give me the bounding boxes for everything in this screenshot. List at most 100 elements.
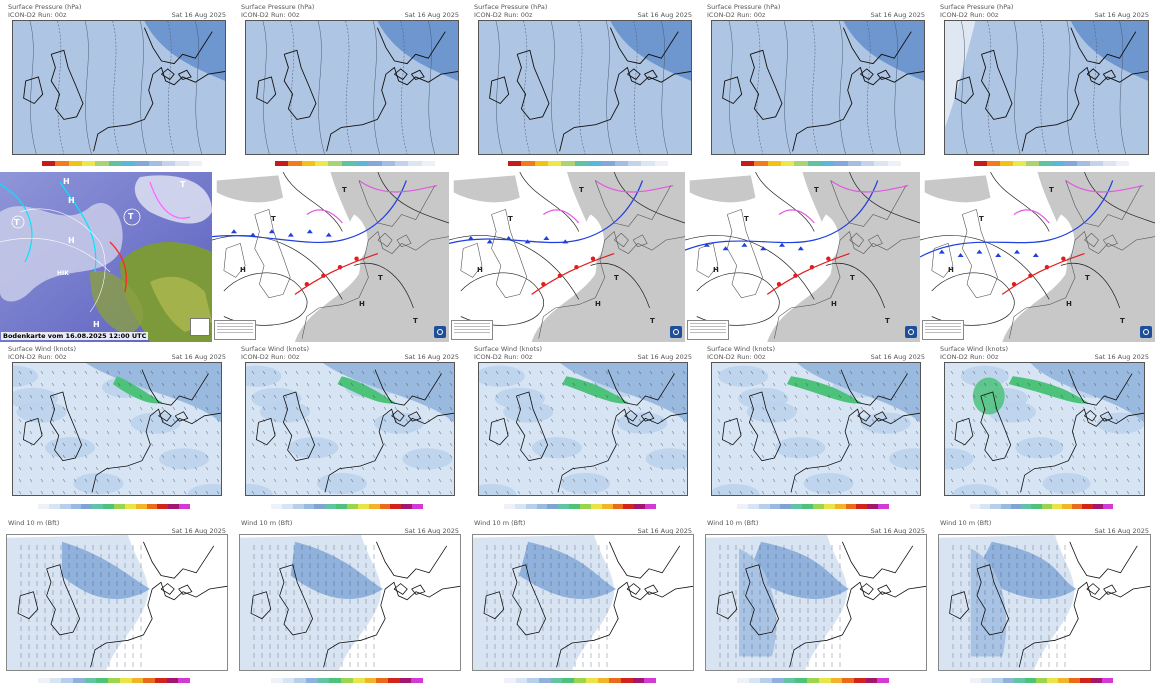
- pressure-label-hik: HIK: [57, 270, 69, 277]
- panel-title: Surface Wind (knots): [707, 345, 776, 353]
- bft-legend: [38, 678, 190, 683]
- pressure-label-t: T: [14, 218, 20, 227]
- wind-legend: [504, 504, 657, 509]
- bft-panel-4[interactable]: Wind 10 m (Bft) Sat 16 Aug 2025: [699, 514, 931, 688]
- bft-panel-5[interactable]: Wind 10 m (Bft) Sat 16 Aug 2025: [932, 514, 1155, 688]
- legend-info-box: [922, 320, 964, 340]
- dwd-logo-icon: [1140, 326, 1152, 338]
- wind-panel-4[interactable]: Surface Wind (knots) ICON-D2 Run: 00z Sa…: [699, 342, 931, 514]
- wind-panel-2[interactable]: Surface Wind (knots) ICON-D2 Run: 00z Sa…: [233, 342, 465, 514]
- pressure-panel-4[interactable]: Surface Pressure (hPa) ICON-D2 Run: 00z …: [699, 0, 931, 172]
- bft-panel-1[interactable]: Wind 10 m (Bft) Sat 16 Aug 2025: [0, 514, 232, 688]
- panel-run: ICON-D2 Run: 00z: [940, 11, 999, 19]
- pressure-panel-5[interactable]: Surface Pressure (hPa) ICON-D2 Run: 00z …: [932, 0, 1155, 172]
- bft-map: [6, 534, 228, 671]
- pressure-label-t: T: [271, 215, 276, 223]
- pressure-legend: [508, 161, 668, 166]
- synoptic-map: [920, 172, 1155, 342]
- panel-title: Wind 10 m (Bft): [241, 519, 293, 527]
- bft-legend: [504, 678, 656, 683]
- wind-map: [12, 362, 222, 496]
- panel-title: Surface Wind (knots): [8, 345, 77, 353]
- pressure-legend: [741, 161, 901, 166]
- pressure-panel-1[interactable]: Surface Pressure (hPa) ICON-D2 Run: 00z …: [0, 0, 232, 172]
- pressure-label-h: H: [240, 266, 246, 274]
- pressure-label-t: T: [128, 212, 134, 221]
- panel-title: Surface Pressure (hPa): [474, 3, 548, 11]
- synoptic-map: [449, 172, 685, 342]
- panel-run: ICON-D2 Run: 00z: [474, 11, 533, 19]
- bft-legend: [271, 678, 423, 683]
- bft-map: [938, 534, 1151, 671]
- panel-valid: Sat 16 Aug 2025: [1094, 11, 1149, 19]
- panel-title: Surface Wind (knots): [940, 345, 1009, 353]
- pressure-label-t: T: [180, 180, 186, 189]
- panel-run: ICON-D2 Run: 00z: [241, 353, 300, 361]
- pressure-label-t: T: [744, 215, 749, 223]
- wind-map: [478, 362, 688, 496]
- panel-run: ICON-D2 Run: 00z: [8, 11, 67, 19]
- pressure-map: [478, 20, 692, 155]
- pressure-label-h: H: [948, 266, 954, 274]
- pressure-panel-2[interactable]: Surface Pressure (hPa) ICON-D2 Run: 00z …: [233, 0, 465, 172]
- wind-panel-5[interactable]: Surface Wind (knots) ICON-D2 Run: 00z Sa…: [932, 342, 1155, 514]
- panel-valid: Sat 16 Aug 2025: [1094, 353, 1149, 361]
- bft-panel-3[interactable]: Wind 10 m (Bft) Sat 16 Aug 2025: [466, 514, 698, 688]
- row-synoptic-charts: H T H T H HIK T H Bodenkarte vom 16.08.2…: [0, 172, 1155, 342]
- bft-panel-2[interactable]: Wind 10 m (Bft) Sat 16 Aug 2025: [233, 514, 465, 688]
- pressure-label-t: T: [508, 215, 513, 223]
- pressure-label-h: H: [595, 300, 601, 308]
- pressure-label-h: H: [63, 177, 70, 186]
- satellite-analysis-panel[interactable]: H T H T H HIK T H Bodenkarte vom 16.08.2…: [0, 172, 212, 342]
- synoptic-panel-4[interactable]: H T T H T T: [920, 172, 1155, 342]
- wind-legend: [737, 504, 890, 509]
- synoptic-panel-2[interactable]: H T T H T T: [449, 172, 685, 342]
- panel-run: ICON-D2 Run: 00z: [241, 11, 300, 19]
- pressure-label-h: H: [713, 266, 719, 274]
- pressure-label-h: H: [68, 196, 75, 205]
- panel-valid: Sat 16 Aug 2025: [171, 353, 226, 361]
- panel-valid: Sat 16 Aug 2025: [1094, 527, 1149, 535]
- row-surface-pressure: Surface Pressure (hPa) ICON-D2 Run: 00z …: [0, 0, 1155, 172]
- wind-panel-3[interactable]: Surface Wind (knots) ICON-D2 Run: 00z Sa…: [466, 342, 698, 514]
- panel-run: ICON-D2 Run: 00z: [940, 353, 999, 361]
- pressure-legend: [974, 161, 1130, 166]
- wind-map: [944, 362, 1145, 496]
- pressure-label-t: T: [850, 274, 855, 282]
- synoptic-map: [685, 172, 920, 342]
- panel-title: Surface Pressure (hPa): [8, 3, 82, 11]
- wind-panel-1[interactable]: Surface Wind (knots) ICON-D2 Run: 00z Sa…: [0, 342, 232, 514]
- pressure-label-t: T: [378, 274, 383, 282]
- bft-legend: [737, 678, 889, 683]
- pressure-legend: [42, 161, 202, 166]
- pressure-label-h: H: [477, 266, 483, 274]
- pressure-label-h: H: [831, 300, 837, 308]
- panel-valid: Sat 16 Aug 2025: [637, 353, 692, 361]
- panel-run: ICON-D2 Run: 00z: [474, 353, 533, 361]
- dwd-logo-icon: [434, 326, 446, 338]
- panel-title: Surface Wind (knots): [241, 345, 310, 353]
- panel-valid: Sat 16 Aug 2025: [637, 11, 692, 19]
- pressure-label-h: H: [93, 320, 100, 329]
- panel-run: ICON-D2 Run: 00z: [707, 353, 766, 361]
- legend-info-box: [214, 320, 256, 340]
- pressure-label-h: H: [1066, 300, 1072, 308]
- bft-map: [472, 534, 694, 671]
- wind-legend: [38, 504, 191, 509]
- legend-info-box: [687, 320, 729, 340]
- wind-map: [245, 362, 455, 496]
- wind-legend: [970, 504, 1114, 509]
- panel-valid: Sat 16 Aug 2025: [870, 353, 925, 361]
- pressure-label-t: T: [614, 274, 619, 282]
- pressure-legend: [275, 161, 435, 166]
- panel-title: Surface Pressure (hPa): [707, 3, 781, 11]
- synoptic-panel-3[interactable]: H T T H T T: [685, 172, 920, 342]
- pressure-map: [245, 20, 459, 155]
- synoptic-map: [212, 172, 449, 342]
- info-box: [190, 318, 210, 336]
- bft-legend: [970, 678, 1113, 683]
- bft-map: [239, 534, 461, 671]
- pressure-label-h: H: [68, 236, 75, 245]
- pressure-panel-3[interactable]: Surface Pressure (hPa) ICON-D2 Run: 00z …: [466, 0, 698, 172]
- synoptic-panel-1[interactable]: H T T H T T: [212, 172, 449, 342]
